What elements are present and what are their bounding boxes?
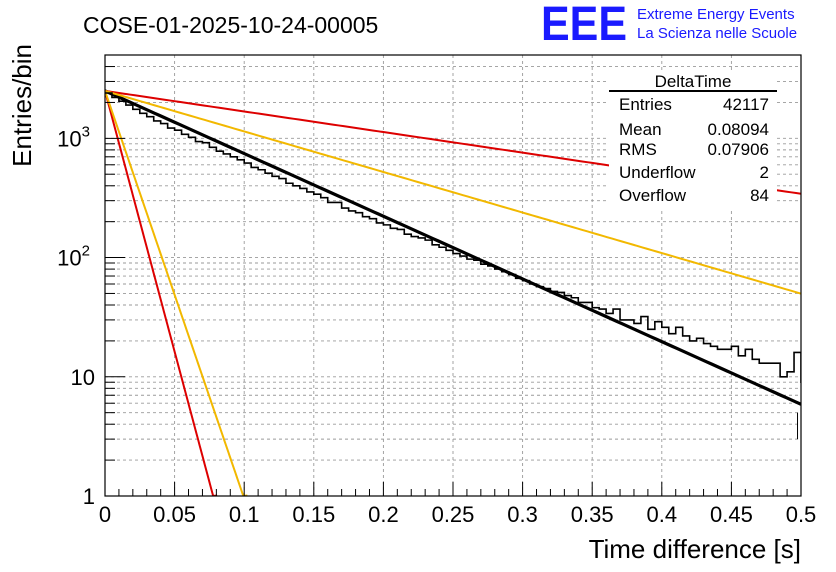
- x-tick-label: 0.25: [432, 502, 475, 527]
- grid: [105, 55, 801, 496]
- stats-value-rms: 0.07906: [708, 140, 769, 159]
- axis-ticks: [104, 54, 802, 497]
- stats-value-underflow: 2: [760, 163, 769, 182]
- stats-value-overflow: 84: [750, 186, 769, 205]
- x-tick-label: 0.05: [153, 502, 196, 527]
- stats-label-entries: Entries: [619, 95, 672, 114]
- eee-logo: EEE Extreme Energy Events La Scienza nel…: [541, 0, 797, 51]
- x-tick-label: 0.35: [571, 502, 614, 527]
- stats-label-overflow: Overflow: [619, 186, 687, 205]
- curve-mid_fast: [105, 90, 248, 496]
- curve-mid_slow: [105, 89, 801, 295]
- y-axis-title: Entries/bin: [7, 44, 37, 167]
- x-tick-label: 0.45: [710, 502, 753, 527]
- y-tick-exponent: 2: [82, 243, 90, 260]
- stats-label-mean: Mean: [619, 120, 662, 139]
- chart-title: COSE-01-2025-10-24-00005: [83, 12, 378, 38]
- y-tick-exponent: 3: [82, 123, 90, 140]
- x-tick-label: 0.4: [647, 502, 678, 527]
- eee-logo-line1: Extreme Energy Events: [637, 6, 795, 23]
- stats-value-mean: 0.08094: [708, 120, 769, 139]
- y-tick-label: 10: [71, 365, 95, 390]
- stats-label-underflow: Underflow: [619, 163, 696, 182]
- stats-label-rms: RMS: [619, 140, 657, 159]
- eee-logo-mark: EEE: [541, 0, 627, 51]
- x-tick-label: 0.5: [786, 502, 817, 527]
- stats-box: DeltaTime Entries 42117 Mean 0.08094 RMS…: [609, 71, 777, 211]
- x-tick-label: 0.1: [229, 502, 260, 527]
- x-axis-title: Time difference [s]: [589, 534, 801, 564]
- curve-fit: [105, 89, 801, 406]
- x-tick-label: 0.2: [368, 502, 399, 527]
- stats-header: DeltaTime: [655, 72, 732, 91]
- x-tick-label: 0: [99, 502, 111, 527]
- y-tick-label: 1: [83, 484, 95, 509]
- x-tick-label: 0.15: [292, 502, 335, 527]
- x-axis-tick-labels: 0 0.05 0.1 0.15 0.2 0.25 0.3 0.35 0.4 0.45 0.5: [99, 502, 816, 527]
- curve-upper_fast: [105, 90, 218, 496]
- stats-value-entries: 42117: [723, 95, 769, 114]
- stats-box-background: [609, 71, 777, 211]
- x-tick-label: 0.3: [507, 502, 538, 527]
- eee-logo-line2: La Scienza nelle Scuole: [637, 25, 797, 42]
- histogram-line: [105, 92, 801, 384]
